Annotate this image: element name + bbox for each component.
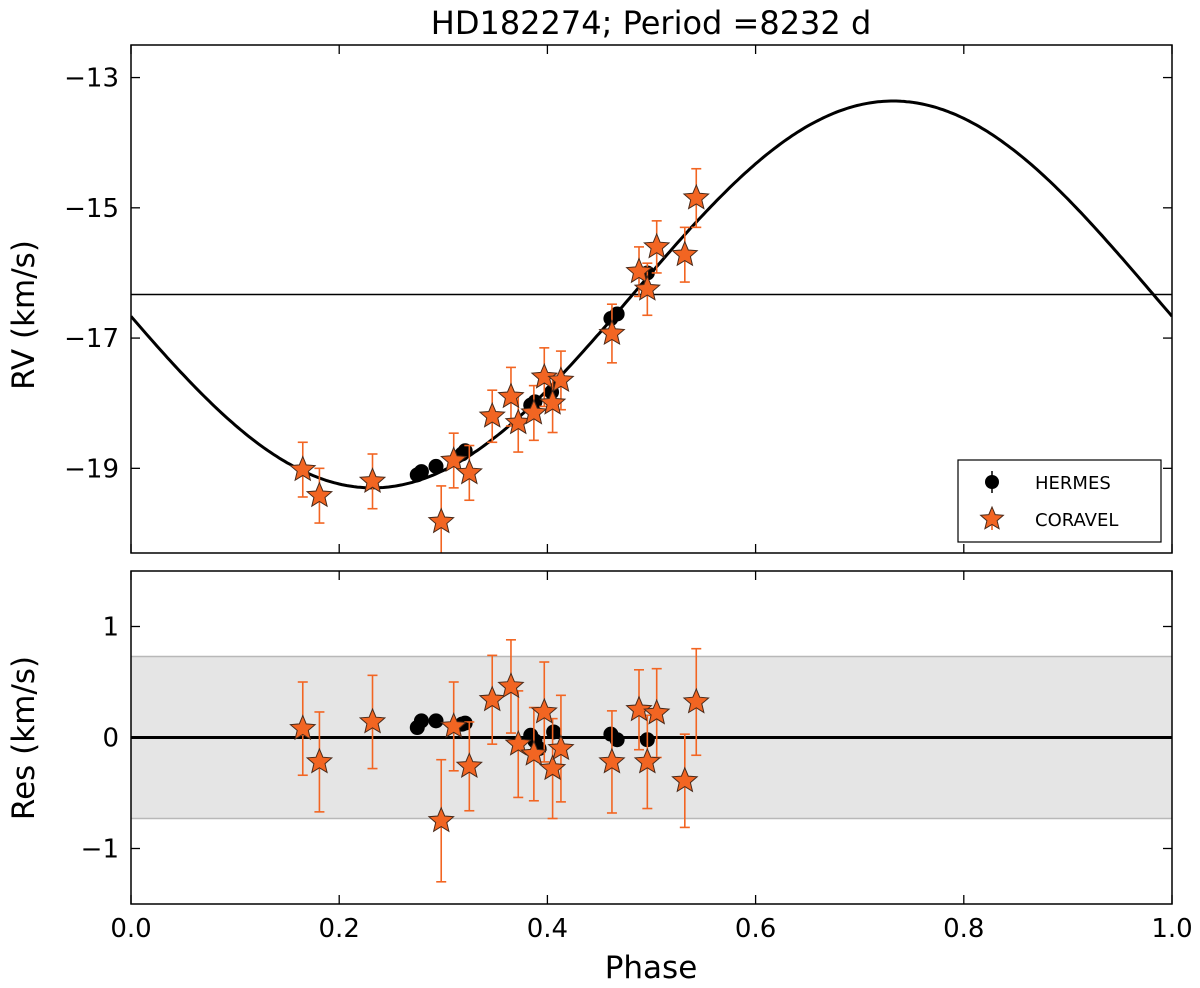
coravel-point (625, 257, 653, 284)
coravel-point (504, 729, 532, 756)
coravel-point (358, 467, 387, 493)
top-panel: −13 −15 −17 −19 RV (km/s) HERMES CORAVEL (6, 44, 1173, 554)
bottom-panel-marks (131, 639, 1172, 883)
hermes-point (546, 724, 562, 740)
bottom-x-tick-label: 0.2 (319, 914, 360, 944)
coravel-point (478, 401, 506, 428)
legend-coravel-marker (979, 505, 1005, 530)
coravel-point (455, 458, 483, 485)
top-y-tick-label: −17 (64, 324, 119, 354)
coravel-point (427, 507, 455, 534)
coravel-point (358, 707, 387, 734)
bottom-y-tick-label: −1 (81, 835, 119, 865)
coravel-point (530, 697, 558, 724)
bottom-y-tick-label: 1 (102, 613, 119, 643)
bottom-x-tick-label: 0.8 (943, 914, 984, 944)
hermes-point (413, 713, 429, 729)
x-axis-label: Phase (605, 950, 698, 986)
legend-hermes-marker (985, 471, 999, 493)
top-y-axis-label: RV (km/s) (6, 240, 42, 390)
top-y-tick-label: −15 (64, 194, 119, 224)
coravel-point (520, 739, 548, 766)
top-y-tick-label: −13 (64, 64, 119, 94)
coravel-point (538, 754, 567, 781)
coravel-point (305, 747, 334, 774)
bottom-x-tick-label: 0.4 (527, 914, 568, 944)
coravel-point (671, 240, 699, 267)
coravel-point (633, 274, 661, 301)
coravel-point (478, 685, 506, 712)
coravel-point (440, 712, 468, 738)
hermes-point (609, 306, 625, 322)
top-panel-marks (131, 99, 1172, 553)
coravel-point (497, 672, 525, 699)
top-panel-axes: −13 −15 −17 −19 (64, 44, 1173, 554)
coravel-point (671, 766, 699, 793)
coravel-point (682, 687, 710, 714)
coravel-point (625, 695, 653, 722)
coravel-point (682, 183, 710, 210)
coravel-point (547, 366, 575, 392)
top-y-tick-label: −19 (64, 454, 119, 484)
coravel-point (520, 398, 548, 425)
coravel-point (598, 319, 626, 346)
coravel-point (305, 481, 334, 508)
top-axes-frame (130, 44, 1173, 554)
coravel-point (440, 446, 468, 473)
bottom-y-tick-label: 0 (102, 724, 119, 754)
legend: HERMES CORAVEL (957, 459, 1162, 543)
bottom-x-tick-label: 1.0 (1151, 914, 1192, 944)
hermes-point (428, 458, 444, 474)
coravel-point (455, 752, 483, 778)
coravel-point (497, 382, 525, 409)
coravel-point (538, 388, 567, 415)
coravel-point (598, 747, 626, 774)
plot-title: HD182274; Period =8232 d (431, 4, 872, 42)
coravel-point (427, 806, 455, 833)
coravel-point (289, 455, 317, 482)
legend-hermes-label: HERMES (1035, 473, 1111, 494)
coravel-point (633, 747, 661, 774)
bottom-x-tick-label: 0.6 (735, 914, 776, 944)
coravel-point (289, 714, 317, 741)
hermes-point (413, 464, 429, 480)
coravel-point (643, 232, 671, 259)
bottom-panel: 1 0 −1 0.0 0.2 0.4 0.6 0.8 1.0 Res (km/s) Phase (6, 570, 1193, 986)
coravel-point (547, 734, 575, 761)
coravel-point (530, 362, 558, 389)
bottom-y-axis-label: Res (km/s) (6, 656, 42, 820)
legend-coravel-label: CORAVEL (1035, 510, 1118, 531)
hermes-point (609, 732, 625, 748)
coravel-point (643, 698, 671, 725)
bottom-panel-axes: 1 0 −1 0.0 0.2 0.4 0.6 0.8 1.0 (81, 570, 1193, 944)
hermes-point (428, 713, 444, 729)
bottom-x-tick-label: 0.0 (110, 914, 151, 944)
